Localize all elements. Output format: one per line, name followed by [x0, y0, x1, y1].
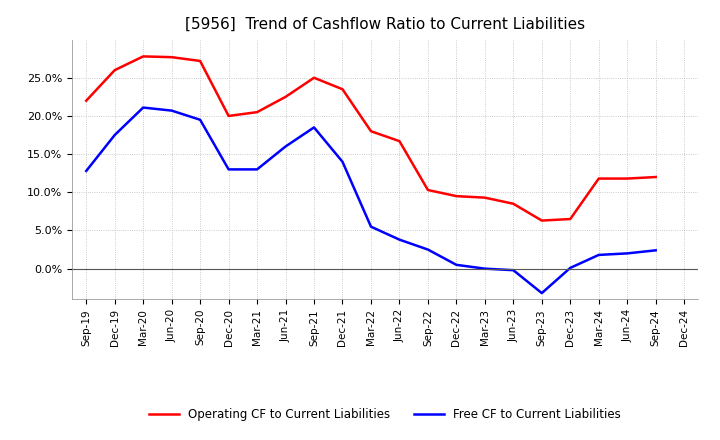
Operating CF to Current Liabilities [395, 139, 404, 144]
Free CF to Current Liabilities [225, 167, 233, 172]
Free CF to Current Liabilities [167, 108, 176, 113]
Free CF to Current Liabilities [196, 117, 204, 122]
Free CF to Current Liabilities [139, 105, 148, 110]
Free CF to Current Liabilities [623, 251, 631, 256]
Free CF to Current Liabilities [595, 252, 603, 257]
Free CF to Current Liabilities [566, 265, 575, 271]
Line: Free CF to Current Liabilities: Free CF to Current Liabilities [86, 107, 656, 293]
Operating CF to Current Liabilities [509, 201, 518, 206]
Operating CF to Current Liabilities [366, 128, 375, 134]
Free CF to Current Liabilities [423, 247, 432, 252]
Operating CF to Current Liabilities [225, 114, 233, 119]
Legend: Operating CF to Current Liabilities, Free CF to Current Liabilities: Operating CF to Current Liabilities, Fre… [145, 404, 626, 426]
Free CF to Current Liabilities [282, 144, 290, 149]
Operating CF to Current Liabilities [167, 55, 176, 60]
Operating CF to Current Liabilities [82, 98, 91, 103]
Operating CF to Current Liabilities [623, 176, 631, 181]
Operating CF to Current Liabilities [566, 216, 575, 222]
Free CF to Current Liabilities [480, 266, 489, 271]
Operating CF to Current Liabilities [452, 194, 461, 199]
Free CF to Current Liabilities [452, 262, 461, 268]
Operating CF to Current Liabilities [310, 75, 318, 81]
Free CF to Current Liabilities [509, 268, 518, 273]
Operating CF to Current Liabilities [338, 87, 347, 92]
Operating CF to Current Liabilities [110, 67, 119, 73]
Operating CF to Current Liabilities [423, 187, 432, 193]
Operating CF to Current Liabilities [196, 59, 204, 64]
Free CF to Current Liabilities [253, 167, 261, 172]
Free CF to Current Liabilities [82, 168, 91, 173]
Free CF to Current Liabilities [395, 237, 404, 242]
Title: [5956]  Trend of Cashflow Ratio to Current Liabilities: [5956] Trend of Cashflow Ratio to Curren… [185, 16, 585, 32]
Operating CF to Current Liabilities [652, 174, 660, 180]
Operating CF to Current Liabilities [282, 94, 290, 99]
Free CF to Current Liabilities [338, 159, 347, 165]
Free CF to Current Liabilities [310, 125, 318, 130]
Operating CF to Current Liabilities [253, 110, 261, 115]
Line: Operating CF to Current Liabilities: Operating CF to Current Liabilities [86, 56, 656, 220]
Operating CF to Current Liabilities [139, 54, 148, 59]
Free CF to Current Liabilities [110, 132, 119, 138]
Operating CF to Current Liabilities [537, 218, 546, 223]
Operating CF to Current Liabilities [595, 176, 603, 181]
Free CF to Current Liabilities [366, 224, 375, 229]
Free CF to Current Liabilities [537, 290, 546, 296]
Operating CF to Current Liabilities [480, 195, 489, 200]
Free CF to Current Liabilities [652, 248, 660, 253]
